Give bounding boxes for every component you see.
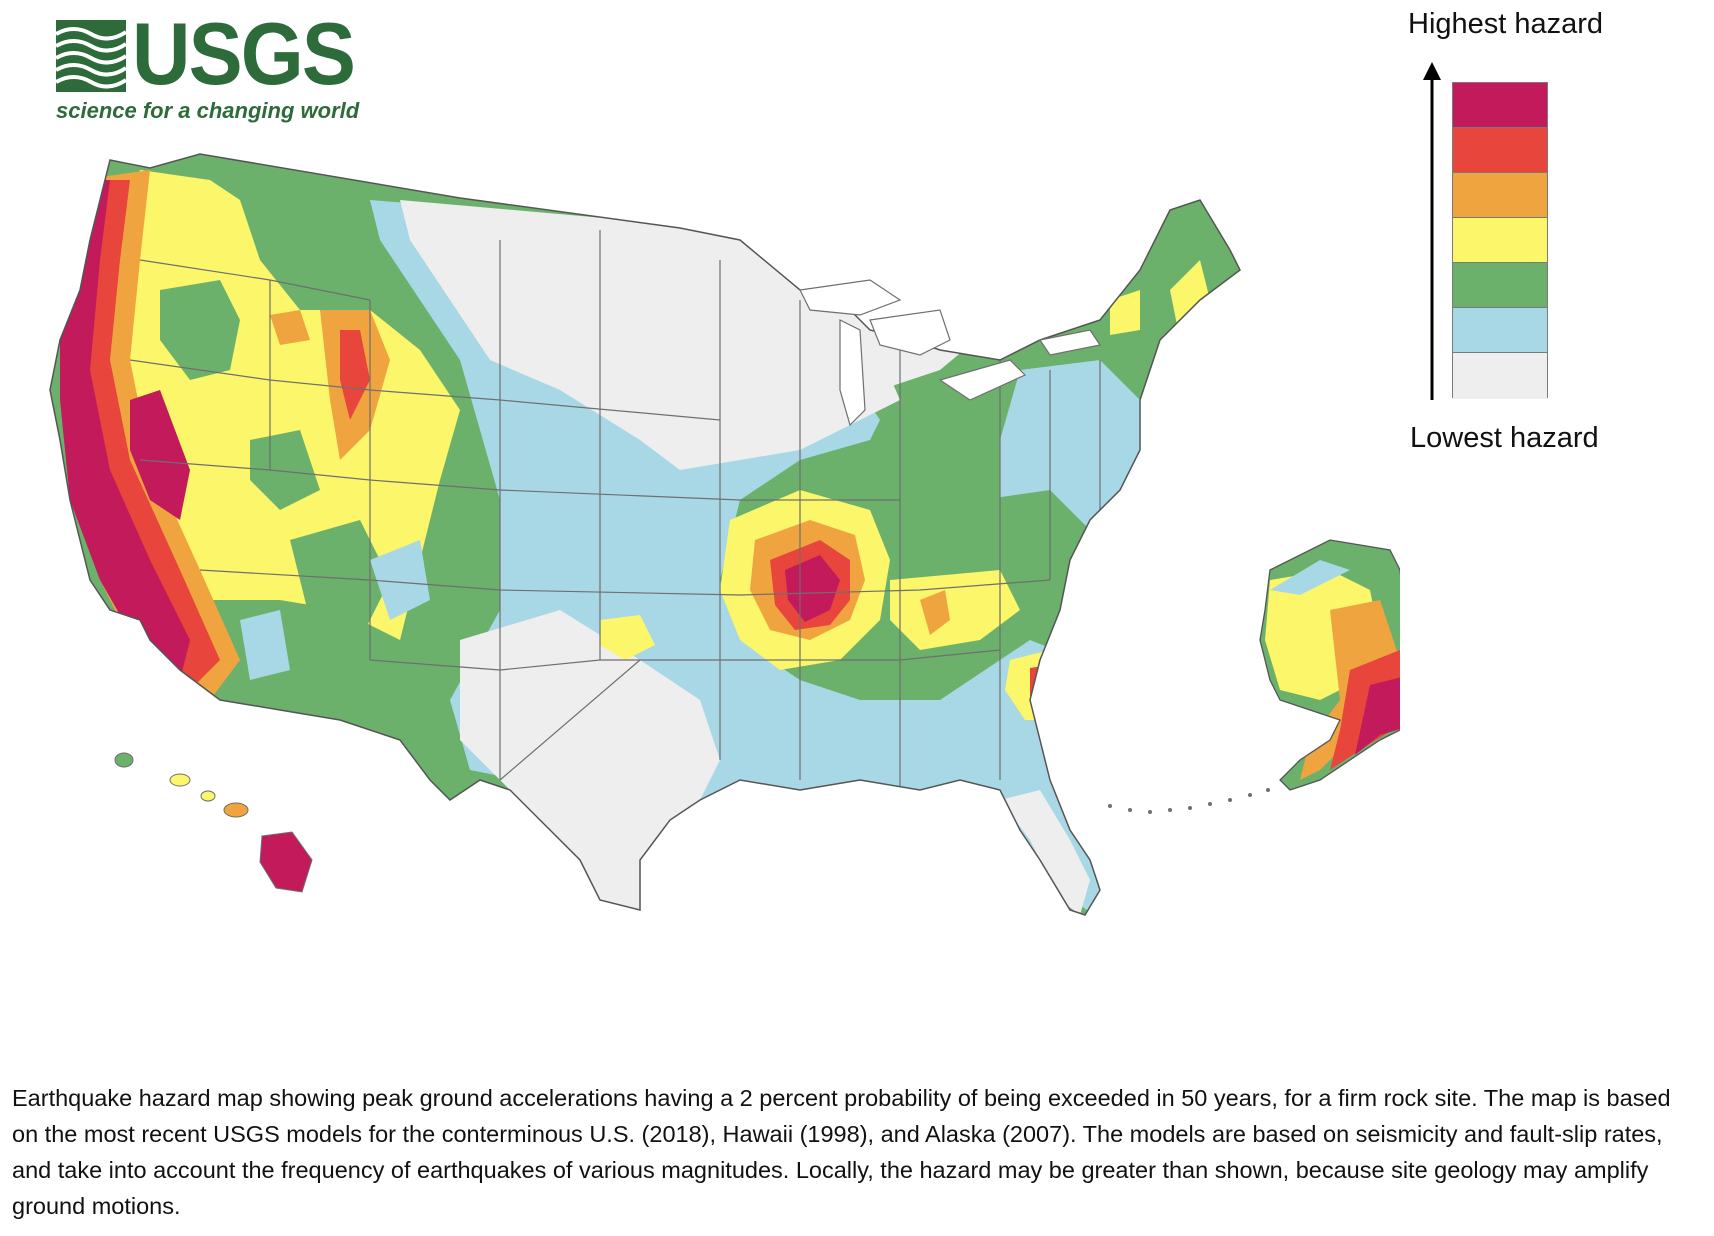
legend-swatch-level-1 [1453, 353, 1547, 399]
legend-swatch-level-2 [1453, 308, 1547, 353]
usgs-tagline: science for a changing world [56, 98, 360, 123]
aleutian-islands [1108, 788, 1270, 814]
hazard-map [49, 153, 1400, 916]
legend-swatch-level-5 [1453, 173, 1547, 218]
map-caption: Earthquake hazard map showing peak groun… [12, 1085, 1671, 1219]
usgs-logo: USGS science for a changing world [54, 8, 374, 126]
hawaii [114, 752, 313, 893]
legend-low-label: Lowest hazard [1410, 422, 1599, 454]
state-borders [129, 230, 1101, 790]
legend-color-scale [1452, 82, 1548, 399]
hazard-legend: Highest hazard Lowest hazard [1400, 0, 1714, 470]
alaska [1260, 540, 1400, 790]
legend-swatch-level-6 [1453, 128, 1547, 173]
up-arrow-icon [1423, 62, 1441, 400]
legend-swatch-level-4 [1453, 218, 1547, 263]
usgs-wave-icon [56, 20, 126, 92]
alaska-outline [1259, 539, 1400, 791]
usgs-wordmark: USGS [132, 4, 356, 103]
legend-swatch-level-7 [1453, 83, 1547, 128]
conus-outline [49, 153, 1241, 916]
legend-swatch-level-3 [1453, 263, 1547, 308]
legend-high-label: Highest hazard [1408, 8, 1604, 40]
great-lakes [799, 279, 1101, 427]
